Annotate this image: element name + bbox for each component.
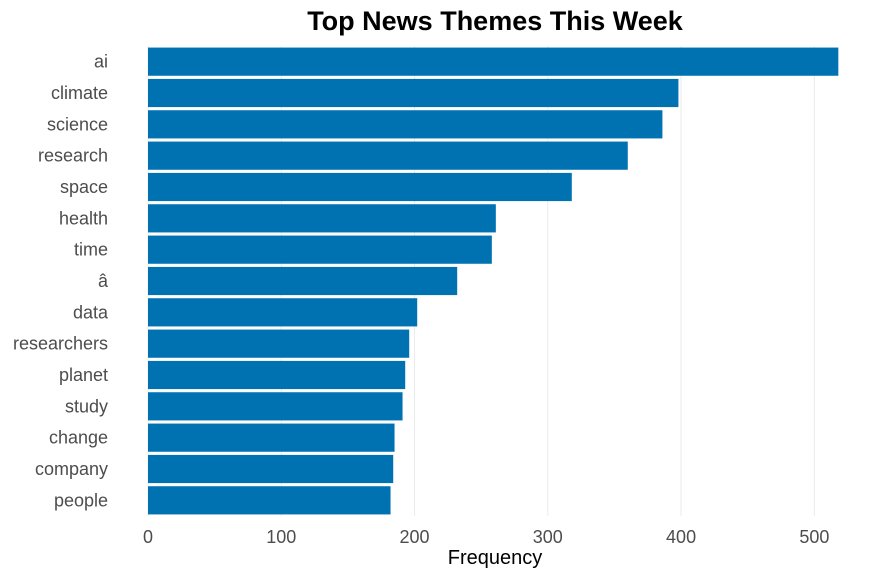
x-tick-label: 200 bbox=[400, 527, 430, 547]
category-label: science bbox=[47, 114, 108, 134]
bar-7 bbox=[148, 235, 492, 264]
category-label: people bbox=[54, 490, 108, 510]
category-labels: ai climate science research space health time â… bbox=[13, 52, 109, 511]
x-tick-label: 500 bbox=[799, 527, 829, 547]
category-label: planet bbox=[59, 365, 108, 385]
category-label: time bbox=[74, 240, 108, 260]
category-label: health bbox=[59, 208, 108, 228]
bar-4 bbox=[148, 141, 628, 170]
x-tick-label: 100 bbox=[266, 527, 296, 547]
x-tick-label: 300 bbox=[533, 527, 563, 547]
bar-15 bbox=[148, 486, 391, 515]
bar-12 bbox=[148, 392, 403, 421]
category-label: ai bbox=[94, 52, 108, 72]
bar-11 bbox=[148, 360, 406, 390]
category-label: company bbox=[35, 459, 108, 479]
category-label: â bbox=[98, 271, 109, 291]
bar-2 bbox=[148, 78, 679, 108]
bar-8 bbox=[148, 266, 458, 296]
bar-6 bbox=[148, 204, 496, 233]
bar-5 bbox=[148, 172, 572, 202]
category-label: researchers bbox=[13, 334, 108, 354]
bar-9 bbox=[148, 298, 418, 327]
category-label: study bbox=[65, 396, 108, 416]
bars bbox=[148, 47, 839, 515]
bar-14 bbox=[148, 454, 394, 484]
bar-10 bbox=[148, 329, 410, 358]
chart-title: Top News Themes This Week bbox=[307, 6, 684, 36]
bar-3 bbox=[148, 110, 663, 139]
category-label: data bbox=[73, 302, 109, 322]
bar-13 bbox=[148, 423, 395, 452]
category-label: change bbox=[49, 428, 108, 448]
x-axis-title: Frequency bbox=[448, 547, 543, 569]
category-label: climate bbox=[51, 83, 108, 103]
x-tick-label: 400 bbox=[666, 527, 696, 547]
category-label: space bbox=[60, 177, 108, 197]
x-tick-label: 0 bbox=[143, 527, 153, 547]
category-label: research bbox=[38, 146, 108, 166]
x-tick-labels: 0 100 200 300 400 500 bbox=[143, 527, 829, 547]
bar-1 bbox=[148, 47, 839, 76]
